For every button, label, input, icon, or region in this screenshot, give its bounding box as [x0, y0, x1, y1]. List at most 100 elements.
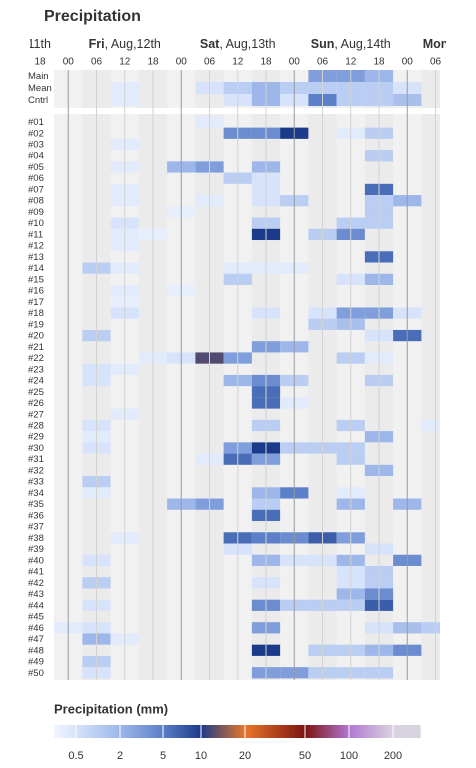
row-label: #12 [28, 241, 44, 252]
colorbar-segment [264, 725, 269, 738]
colorbar-segment [133, 725, 137, 738]
colorbar-segment [413, 725, 418, 738]
day-label: Sun, Aug,14th [311, 37, 391, 51]
x-tick-label: 18 [147, 57, 159, 68]
colorbar-segment [185, 725, 189, 738]
row-label: #04 [28, 151, 44, 162]
colorbar-segment [352, 725, 357, 738]
day-name: Mon [423, 37, 449, 51]
colorbar-tick-label: 2 [117, 750, 123, 762]
colorbar-segment [249, 725, 253, 738]
colorbar-segment [78, 725, 83, 738]
column-shade [54, 70, 55, 108]
colorbar-segment [395, 725, 400, 738]
colorbar-tick-label: 200 [384, 750, 402, 762]
day-label: Mon, Aug,15th [423, 37, 476, 51]
day-date: , Aug,13th [219, 37, 275, 51]
x-tick-label: 18 [373, 57, 385, 68]
row-label: #42 [28, 578, 44, 589]
day-label: Fri, Aug,12th [89, 37, 161, 51]
colorbar-tick-label: 50 [299, 750, 311, 762]
row-label: #02 [28, 128, 44, 139]
row-label: #21 [28, 342, 44, 353]
colorbar-segment [108, 725, 113, 738]
colorbar-segment [316, 725, 320, 738]
colorbar-segment [230, 725, 235, 738]
colorbar-segment [224, 725, 229, 738]
row-label: #14 [28, 263, 44, 274]
colorbar-tick-label: 100 [340, 750, 358, 762]
colorbar-segment [331, 725, 336, 738]
row-label: #39 [28, 544, 44, 555]
colorbar-segment [416, 725, 421, 738]
row-label: #37 [28, 522, 44, 533]
heat-cell [421, 622, 440, 634]
row-label: #20 [28, 331, 44, 342]
day-name: Fri [89, 37, 105, 51]
colorbar-segment [328, 725, 333, 738]
colorbar-segment [176, 725, 180, 738]
x-tick-label: 00 [63, 57, 75, 68]
x-tick-label: 00 [289, 57, 301, 68]
colorbar-segment [410, 725, 415, 738]
colorbar-segment [96, 725, 101, 738]
column-shade [54, 114, 55, 680]
day-date: , Aug,14th [334, 37, 390, 51]
row-label: #16 [28, 286, 44, 297]
row-label: #36 [28, 510, 44, 521]
colorbar-segment [371, 725, 375, 738]
colorbar-segment [313, 725, 317, 738]
colorbar-segment [130, 725, 134, 738]
x-tick-label: 12 [232, 57, 244, 68]
colorbar-segment [285, 725, 290, 738]
colorbar-segment [337, 725, 342, 738]
row-label: #13 [28, 252, 44, 263]
x-tick-label: 00 [176, 57, 188, 68]
row-label: #41 [28, 567, 44, 578]
colorbar-segment [374, 725, 378, 738]
colorbar-segment [75, 725, 79, 738]
colorbar-segment [233, 725, 238, 738]
colorbar-segment [188, 725, 192, 738]
row-label: #38 [28, 533, 44, 544]
row-label: #45 [28, 612, 44, 623]
row-label: #46 [28, 623, 44, 634]
colorbar-segment [355, 725, 360, 738]
colorbar-segment [102, 725, 107, 738]
colorbar-segment [54, 725, 58, 738]
row-label: #06 [28, 173, 44, 184]
day-label: Thu, Aug,11th [0, 37, 51, 51]
row-label: #05 [28, 162, 44, 173]
colorbar-segment [197, 725, 201, 738]
row-label: #48 [28, 645, 44, 656]
colorbar-segment [227, 725, 232, 738]
colorbar-segment [273, 725, 278, 738]
day-label: Sat, Aug,13th [200, 37, 276, 51]
row-label: #25 [28, 387, 44, 398]
colorbar-segment [139, 725, 144, 738]
colorbar-segment [322, 725, 327, 738]
colorbar-segment [212, 725, 217, 738]
colorbar-segment [304, 725, 308, 738]
colorbar-tick-label: 10 [195, 750, 207, 762]
colorbar-segment [310, 725, 314, 738]
row-label: #32 [28, 465, 44, 476]
colorbar-segment [90, 725, 95, 738]
x-tick-label: 06 [430, 57, 442, 68]
colorbar-segment [200, 725, 205, 738]
row-label: #17 [28, 297, 44, 308]
colorbar-segment [60, 725, 64, 738]
colorbar-segment [69, 725, 73, 738]
colorbar-segment [142, 725, 147, 738]
colorbar-segment [276, 725, 281, 738]
colorbar-segment [301, 725, 305, 738]
colorbar-segment [154, 725, 159, 738]
chart-title: Precipitation [44, 8, 141, 25]
colorbar-segment [298, 725, 302, 738]
row-label: Cntrl [28, 95, 48, 106]
row-label: #03 [28, 139, 44, 150]
colorbar-segment [240, 725, 244, 738]
row-label: #08 [28, 196, 44, 207]
colorbar-segment [163, 725, 168, 738]
